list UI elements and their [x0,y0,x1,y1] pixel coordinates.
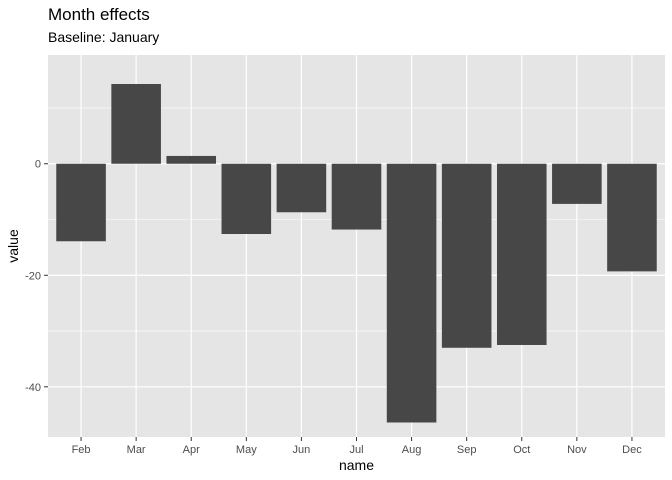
x-tick-label: Apr [183,444,200,456]
x-tick-label: Aug [402,444,422,456]
y-tick-label: -40 [25,382,41,394]
bar-mar [111,83,161,164]
x-tick-label: Jul [349,444,363,456]
bar-jul [331,163,382,230]
x-tick-label: Feb [72,444,91,456]
y-axis: 0 -20 -40 [25,159,48,394]
bar-feb [56,163,106,242]
y-tick-label: -20 [25,270,41,282]
chart-title: Month effects [48,5,150,24]
chart-subtitle: Baseline: January [48,29,160,45]
x-tick-label: Dec [622,444,642,456]
x-tick-label: Mar [127,444,146,456]
bar-aug [386,163,437,423]
x-tick-label: Nov [567,444,587,456]
bar-sep [441,163,492,348]
x-tick-label: Jun [293,444,311,456]
x-tick-label: Sep [457,444,477,456]
x-tick-label: Oct [513,444,530,456]
bar-oct [496,163,547,345]
y-tick-label: 0 [35,159,41,171]
bar-dec [607,163,657,272]
bars [56,83,657,423]
bar-jun [276,163,327,213]
y-axis-label: value [5,229,21,263]
bar-apr [166,155,217,164]
x-axis-label: name [339,457,374,473]
x-axis: Feb Mar Apr May Jun Jul Aug Sep Oct Nov Dec [72,437,642,456]
bar-nov [552,163,602,204]
bar-may [221,163,272,235]
x-tick-label: May [236,444,257,456]
